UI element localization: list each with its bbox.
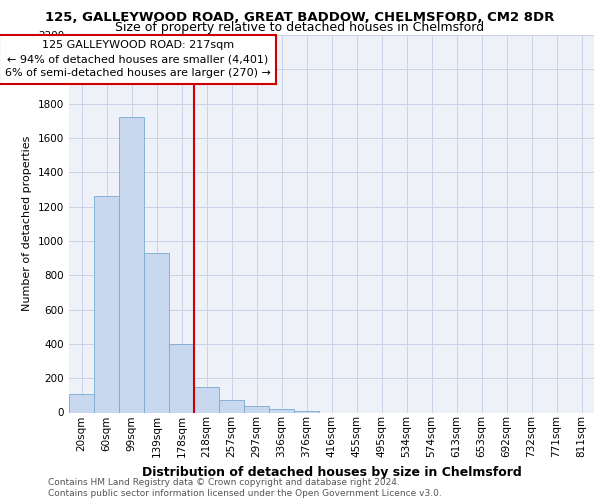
Bar — [244, 406, 269, 412]
Text: 125 GALLEYWOOD ROAD: 217sqm
← 94% of detached houses are smaller (4,401)
6% of s: 125 GALLEYWOOD ROAD: 217sqm ← 94% of det… — [5, 40, 271, 78]
Bar — [69, 394, 94, 412]
Y-axis label: Number of detached properties: Number of detached properties — [22, 136, 32, 312]
Bar — [194, 387, 219, 412]
Text: 125, GALLEYWOOD ROAD, GREAT BADDOW, CHELMSFORD, CM2 8DR: 125, GALLEYWOOD ROAD, GREAT BADDOW, CHEL… — [46, 11, 554, 24]
X-axis label: Distribution of detached houses by size in Chelmsford: Distribution of detached houses by size … — [142, 466, 521, 478]
Bar — [294, 411, 319, 412]
Bar — [219, 400, 244, 412]
Bar — [144, 253, 169, 412]
Bar — [119, 118, 144, 412]
Bar — [169, 344, 194, 412]
Text: Size of property relative to detached houses in Chelmsford: Size of property relative to detached ho… — [115, 22, 485, 35]
Bar — [94, 196, 119, 412]
Bar — [269, 409, 294, 412]
Text: Contains HM Land Registry data © Crown copyright and database right 2024.
Contai: Contains HM Land Registry data © Crown c… — [48, 478, 442, 498]
